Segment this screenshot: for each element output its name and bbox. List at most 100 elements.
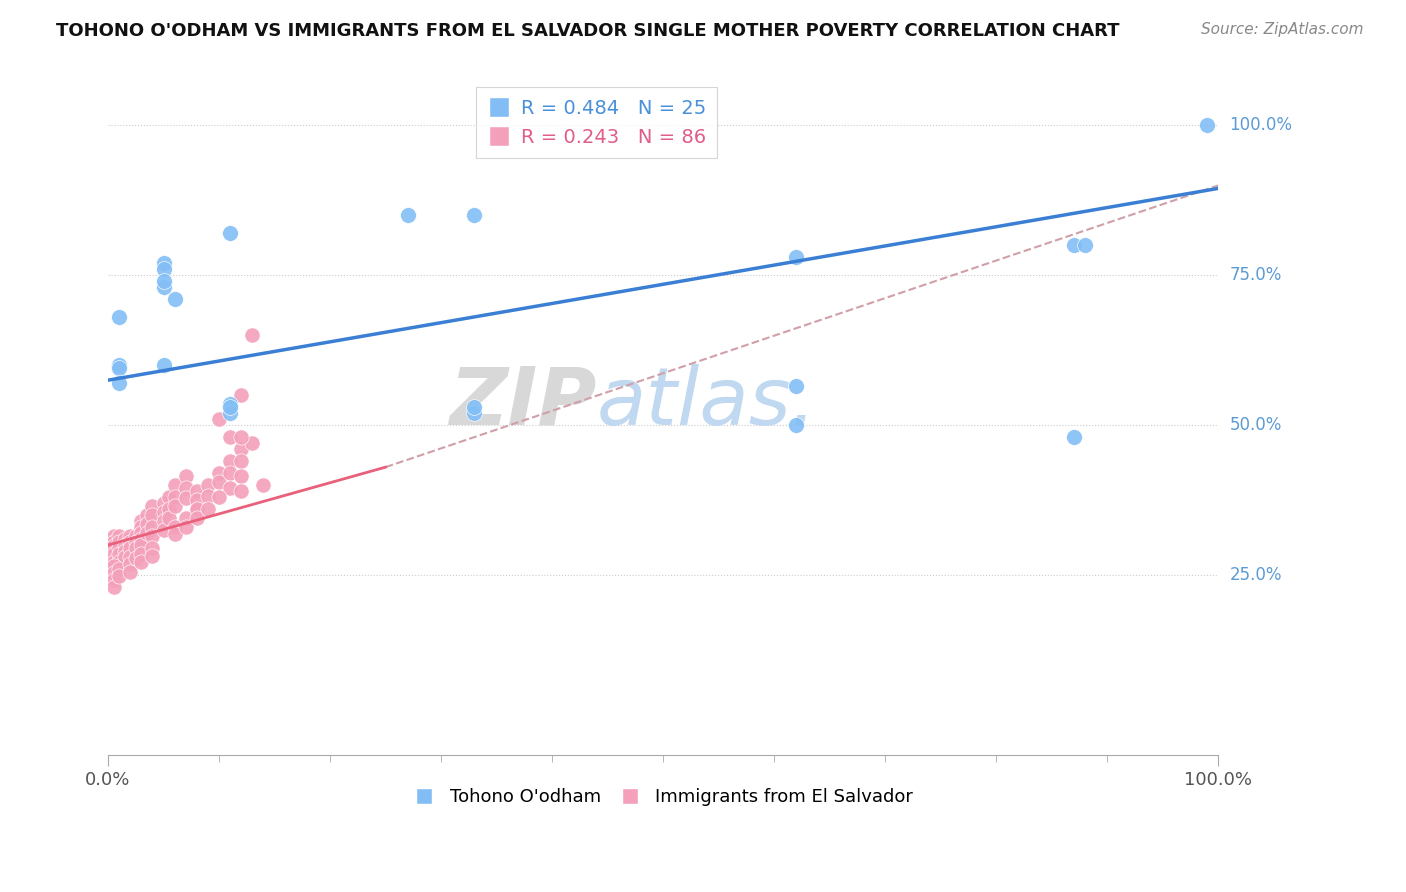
Text: atlas.: atlas. <box>596 364 817 442</box>
Point <box>219 454 242 468</box>
Point <box>219 481 242 495</box>
Point <box>108 529 131 543</box>
Point <box>125 529 148 543</box>
Point <box>152 358 174 372</box>
Point <box>197 478 219 492</box>
Point <box>157 490 180 504</box>
Point <box>186 493 208 508</box>
Point <box>129 526 152 541</box>
Point <box>163 478 186 492</box>
Point <box>240 436 263 450</box>
Point <box>108 310 131 325</box>
Point <box>219 430 242 444</box>
Point <box>208 466 231 480</box>
Point <box>129 520 152 534</box>
Text: ZIP: ZIP <box>450 364 596 442</box>
Point <box>163 499 186 513</box>
Point <box>231 469 253 483</box>
Point <box>129 514 152 528</box>
Point <box>1074 238 1097 252</box>
Point <box>152 256 174 270</box>
Point <box>129 532 152 546</box>
Point <box>174 491 197 506</box>
Point <box>120 550 142 565</box>
Point <box>108 562 131 576</box>
Text: 50.0%: 50.0% <box>1230 417 1282 434</box>
Point <box>103 559 125 574</box>
Point <box>129 538 152 552</box>
Point <box>120 558 142 572</box>
Text: 75.0%: 75.0% <box>1230 267 1282 285</box>
Point <box>120 565 142 579</box>
Point <box>219 406 242 420</box>
Point <box>186 511 208 525</box>
Point <box>125 541 148 555</box>
Point <box>186 502 208 516</box>
Point <box>141 529 163 543</box>
Point <box>163 520 186 534</box>
Point <box>135 526 157 541</box>
Point <box>1063 238 1085 252</box>
Point <box>208 475 231 489</box>
Point <box>152 274 174 288</box>
Point <box>785 379 807 393</box>
Point <box>186 503 208 517</box>
Point <box>108 376 131 391</box>
Point <box>108 358 131 372</box>
Point <box>108 555 131 569</box>
Legend: Tohono O'odham, Immigrants from El Salvador: Tohono O'odham, Immigrants from El Salva… <box>406 781 920 814</box>
Text: 25.0%: 25.0% <box>1230 566 1282 584</box>
Point <box>152 505 174 519</box>
Point <box>114 544 136 558</box>
Point <box>103 555 125 569</box>
Point <box>240 328 263 343</box>
Point <box>1197 119 1219 133</box>
Point <box>103 529 125 543</box>
Point <box>219 466 242 480</box>
Point <box>163 490 186 504</box>
Point <box>157 502 180 516</box>
Point <box>157 511 180 525</box>
Text: 100.0%: 100.0% <box>1230 116 1292 135</box>
Point <box>219 400 242 414</box>
Point <box>141 499 163 513</box>
Point <box>108 535 131 549</box>
Point <box>152 496 174 510</box>
Text: TOHONO O'ODHAM VS IMMIGRANTS FROM EL SALVADOR SINGLE MOTHER POVERTY CORRELATION : TOHONO O'ODHAM VS IMMIGRANTS FROM EL SAL… <box>56 22 1119 40</box>
Point <box>152 280 174 294</box>
Point <box>231 484 253 499</box>
Point <box>208 412 231 426</box>
Point <box>141 549 163 563</box>
Point <box>103 547 125 561</box>
Point <box>125 535 148 549</box>
Point <box>120 535 142 549</box>
Point <box>114 550 136 565</box>
Point <box>163 292 186 306</box>
Point <box>174 481 197 495</box>
Point <box>231 430 253 444</box>
Point <box>114 538 136 552</box>
Point <box>108 569 131 583</box>
Point <box>152 262 174 277</box>
Point <box>785 250 807 264</box>
Point <box>163 527 186 541</box>
Point <box>141 541 163 555</box>
Point <box>108 541 131 555</box>
Point <box>120 529 142 543</box>
Point <box>125 551 148 566</box>
Point <box>208 490 231 504</box>
Point <box>463 208 485 222</box>
Point <box>108 361 131 376</box>
Point <box>219 397 242 411</box>
Point <box>186 484 208 499</box>
Point <box>135 508 157 522</box>
Point <box>103 535 125 549</box>
Text: Source: ZipAtlas.com: Source: ZipAtlas.com <box>1201 22 1364 37</box>
Point <box>103 539 125 553</box>
Point <box>463 400 485 414</box>
Point <box>463 406 485 420</box>
Point <box>785 418 807 433</box>
Point <box>135 517 157 532</box>
Point <box>197 502 219 516</box>
Point <box>174 469 197 483</box>
